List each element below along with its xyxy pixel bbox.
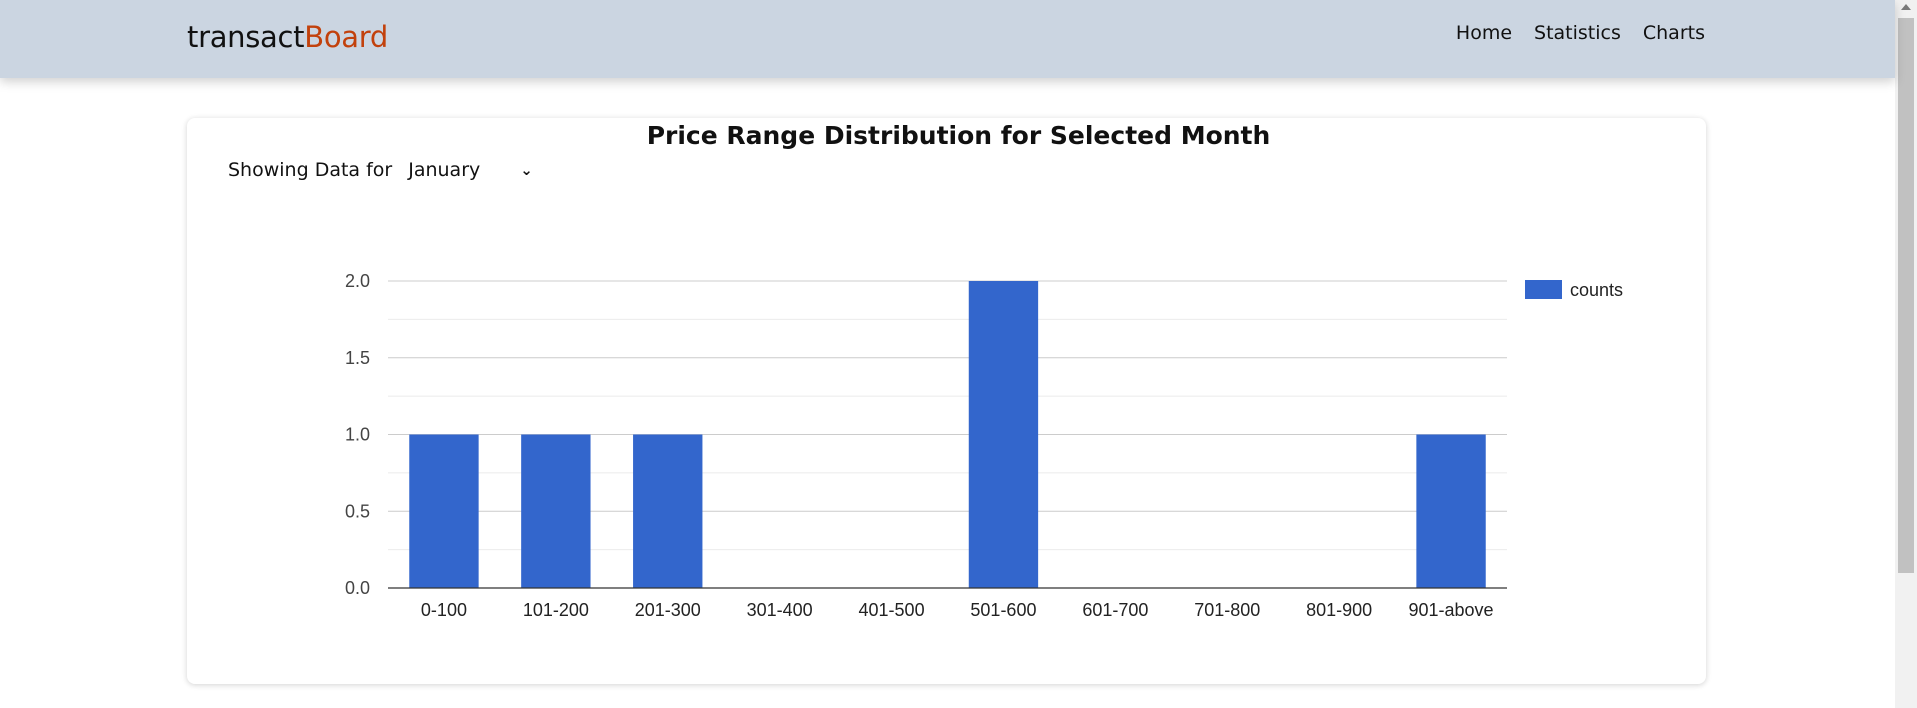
chart-title: Price Range Distribution for Selected Mo…: [646, 121, 1271, 150]
navbar: transactBoard Home Statistics Charts: [0, 0, 1895, 78]
x-tick-label: 101-200: [523, 600, 589, 620]
month-select[interactable]: January ⌄: [404, 157, 537, 183]
nav-link-charts[interactable]: Charts: [1642, 22, 1705, 44]
vertical-scrollbar[interactable]: [1895, 0, 1917, 708]
month-select-value: January: [408, 159, 481, 181]
x-tick-label: 301-400: [747, 600, 813, 620]
chart-card: [187, 118, 1706, 684]
bar: [1416, 434, 1486, 588]
x-tick-label: 701-800: [1194, 600, 1260, 620]
x-tick-label: 401-500: [859, 600, 925, 620]
legend-swatch: [1525, 280, 1562, 299]
y-tick-label: 2.0: [345, 271, 370, 291]
bar: [968, 281, 1039, 588]
x-tick-label: 0-100: [421, 600, 467, 620]
nav-links: Home Statistics Charts: [1456, 22, 1705, 44]
month-filter-label: Showing Data for: [228, 159, 393, 181]
x-tick-label: 201-300: [635, 600, 701, 620]
brand-prefix: transact: [187, 20, 305, 54]
y-tick-label: 1.5: [345, 348, 370, 368]
brand-logo[interactable]: transactBoard: [187, 20, 388, 54]
scroll-thumb[interactable]: [1898, 18, 1914, 573]
month-filter: Showing Data for January ⌄: [228, 157, 537, 183]
bar: [409, 434, 479, 588]
y-tick-label: 1.0: [345, 425, 370, 445]
y-tick-label: 0.5: [345, 501, 370, 521]
scroll-up-arrow-icon[interactable]: [1901, 4, 1911, 10]
x-tick-label: 501-600: [970, 600, 1036, 620]
x-tick-label: 901-above: [1409, 600, 1494, 620]
chevron-down-icon: ⌄: [520, 161, 533, 179]
nav-link-home[interactable]: Home: [1455, 22, 1513, 44]
y-tick-label: 0.0: [345, 578, 370, 598]
legend-label: counts: [1570, 280, 1623, 300]
x-tick-label: 601-700: [1082, 600, 1148, 620]
bar: [633, 434, 703, 588]
x-tick-label: 801-900: [1306, 600, 1372, 620]
brand-accent: Board: [304, 20, 388, 54]
nav-link-statistics[interactable]: Statistics: [1534, 22, 1621, 44]
bar: [521, 434, 591, 588]
